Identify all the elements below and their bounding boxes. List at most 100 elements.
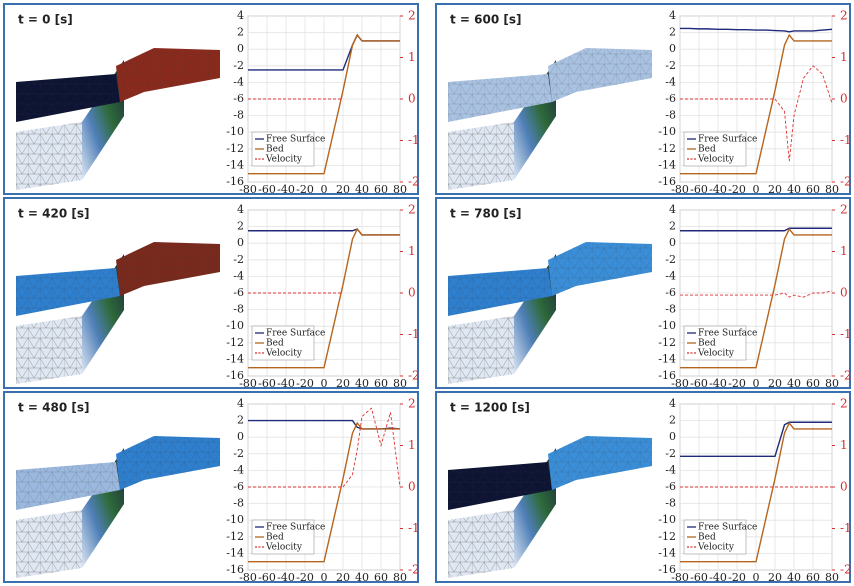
legend-label: Free Surface [266, 329, 325, 339]
x-tick-label: -20 [296, 571, 314, 584]
y-tick-label: 0 [237, 42, 244, 55]
x-tick-label: -80 [671, 377, 689, 390]
x-tick-label: -60 [690, 183, 708, 196]
x-tick-label: 60 [806, 377, 820, 390]
legend-label: Free Surface [266, 523, 325, 533]
y2-tick-label: 0 [840, 480, 848, 494]
y-tick-label: -2 [233, 59, 244, 72]
x-tick-label: 60 [806, 183, 820, 196]
y2-tick-label: -2 [408, 563, 420, 577]
x-tick-label: 0 [321, 377, 328, 390]
y-tick-label: -8 [233, 109, 244, 122]
y2-tick-label: 1 [840, 438, 848, 452]
y-tick-label: -6 [233, 92, 244, 105]
y-tick-label: -10 [658, 319, 676, 332]
y-tick-label: 0 [669, 430, 676, 443]
y-tick-label: -14 [226, 158, 244, 171]
y-tick-label: -6 [665, 480, 676, 493]
y-tick-label: 4 [669, 203, 676, 216]
legend-label: Free Surface [698, 135, 757, 145]
y-tick-label: -2 [233, 447, 244, 460]
y-tick-label: -8 [665, 109, 676, 122]
y2-tick-label: -1 [408, 327, 420, 341]
x-tick-label: 20 [768, 571, 782, 584]
mesh-lower-block-grid [448, 122, 514, 190]
legend-label: Velocity [265, 543, 303, 553]
y2-tick-label: -1 [408, 133, 420, 147]
x-tick-label: -20 [296, 377, 314, 390]
x-tick-label: -40 [277, 571, 295, 584]
x-tick-label: 0 [753, 571, 760, 584]
x-tick-label: 20 [336, 571, 350, 584]
y-tick-label: -2 [665, 59, 676, 72]
y2-tick-label: 2 [408, 9, 416, 23]
y2-tick-label: -2 [408, 369, 420, 383]
mesh-upper-block-grid [16, 268, 120, 316]
y2-tick-label: -1 [840, 327, 852, 341]
y-tick-label: -4 [233, 463, 244, 476]
series-line [680, 421, 832, 457]
y-tick-label: -8 [233, 303, 244, 316]
legend-label: Velocity [265, 349, 303, 359]
y-tick-label: 4 [669, 397, 676, 410]
y-tick-label: 0 [237, 236, 244, 249]
series-line [680, 227, 832, 369]
x-tick-label: -80 [239, 183, 257, 196]
x-tick-label: 20 [336, 183, 350, 196]
y-tick-label: 4 [237, 203, 244, 216]
x-tick-label: -60 [258, 571, 276, 584]
x-tick-label: 40 [355, 571, 369, 584]
y2-tick-label: 0 [408, 92, 416, 106]
x-tick-label: 40 [787, 571, 801, 584]
y-tick-label: -10 [226, 319, 244, 332]
x-tick-label: 60 [374, 183, 388, 196]
x-tick-label: 40 [355, 183, 369, 196]
x-tick-label: 80 [825, 377, 839, 390]
y-tick-label: -16 [226, 563, 244, 576]
y2-tick-label: -1 [408, 521, 420, 535]
mesh-upper-block-grid [448, 462, 552, 510]
y-tick-label: -16 [226, 175, 244, 188]
y2-tick-label: -2 [408, 175, 420, 189]
series-line [680, 65, 833, 162]
x-tick-label: -60 [258, 377, 276, 390]
y-tick-label: -6 [665, 92, 676, 105]
y-tick-label: -12 [658, 336, 676, 349]
y2-tick-label: 0 [408, 286, 416, 300]
y-tick-label: -12 [226, 336, 244, 349]
x-tick-label: 80 [393, 183, 407, 196]
mesh-upper-block-grid [448, 268, 552, 316]
y-tick-label: 2 [669, 414, 676, 427]
x-tick-label: 0 [753, 377, 760, 390]
y-tick-label: -16 [658, 175, 676, 188]
series-line [680, 421, 832, 563]
x-tick-label: 0 [321, 183, 328, 196]
x-tick-label: -40 [709, 571, 727, 584]
mesh-upper-block-grid [448, 74, 552, 122]
mesh-right-block-grid [116, 436, 220, 490]
y-tick-label: -2 [665, 447, 676, 460]
y-tick-label: -16 [658, 563, 676, 576]
y-tick-label: 0 [669, 236, 676, 249]
y-tick-label: -4 [665, 269, 676, 282]
legend-label: Velocity [697, 155, 735, 165]
legend-label: Free Surface [698, 523, 757, 533]
panel-title: t = 0 [s] [18, 13, 73, 27]
y-tick-label: 4 [237, 9, 244, 22]
panel-title: t = 780 [s] [450, 207, 521, 221]
y2-tick-label: 2 [840, 203, 848, 217]
x-tick-label: -60 [258, 183, 276, 196]
legend-label: Velocity [697, 543, 735, 553]
panel-title: t = 600 [s] [450, 13, 521, 27]
x-tick-label: 20 [336, 377, 350, 390]
y-tick-label: -10 [226, 513, 244, 526]
x-tick-label: -40 [277, 183, 295, 196]
y-tick-label: -2 [665, 253, 676, 266]
y2-tick-label: -1 [840, 521, 852, 535]
